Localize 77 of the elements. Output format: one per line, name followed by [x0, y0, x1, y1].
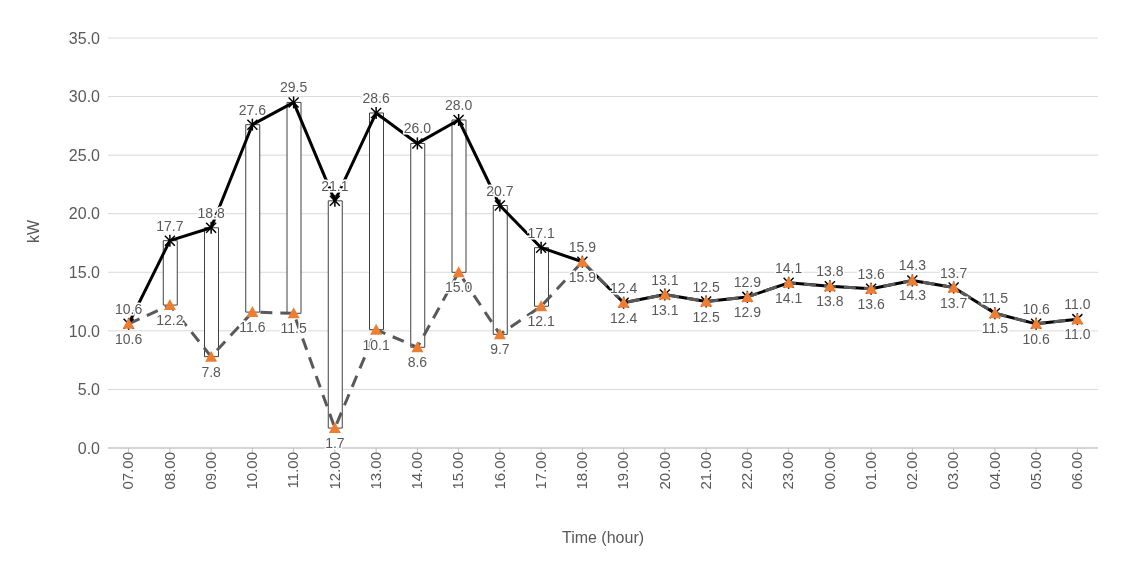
data-label: 15.0 — [445, 279, 473, 296]
x-tick-label: 00.00 — [820, 452, 838, 490]
data-label: 13.7 — [940, 264, 968, 281]
data-label: 11.0 — [1064, 296, 1091, 313]
data-label: 13.8 — [816, 263, 844, 280]
y-tick-label: 35.0 — [68, 29, 101, 47]
x-tick-label: 17.00 — [531, 452, 549, 490]
x-tick-label: 03.00 — [944, 452, 962, 490]
y-tick-label: 30.0 — [68, 88, 101, 106]
data-label: 9.7 — [490, 341, 510, 358]
x-tick-label: 11.00 — [284, 452, 302, 489]
data-label: 8.6 — [407, 354, 428, 371]
x-tick-label: 07.00 — [119, 452, 137, 490]
x-tick-label: 04.00 — [985, 452, 1003, 490]
data-label: 10.6 — [1022, 330, 1050, 347]
data-label: 28.6 — [362, 89, 390, 106]
data-label: 14.3 — [898, 287, 927, 304]
data-label: 17.7 — [156, 217, 184, 234]
data-label: 7.8 — [201, 363, 222, 380]
data-label: 13.6 — [857, 295, 885, 312]
data-label: 29.5 — [280, 79, 308, 96]
y-tick-label: 5.0 — [77, 381, 101, 399]
y-tick-label: 15.0 — [68, 263, 101, 281]
data-label: 12.5 — [692, 308, 720, 325]
x-tick-label: 18.00 — [573, 452, 591, 490]
x-tick-label: 14.00 — [408, 452, 426, 490]
data-label: 12.4 — [610, 309, 638, 326]
x-axis-title: Time (hour) — [561, 529, 645, 546]
data-label: 12.9 — [733, 273, 762, 290]
data-label: 12.9 — [733, 303, 762, 320]
data-label: 11.6 — [239, 319, 266, 336]
y-tick-label: 20.0 — [68, 205, 101, 223]
x-tick-label: 01.00 — [861, 452, 879, 490]
x-tick-label: 12.00 — [325, 452, 343, 490]
data-label: 1.7 — [325, 435, 345, 452]
y-tick-label: 10.0 — [68, 322, 101, 340]
data-label: 12.1 — [527, 313, 555, 330]
x-tick-label: 19.00 — [614, 452, 632, 490]
data-label: 17.1 — [527, 224, 555, 241]
x-tick-label: 16.00 — [490, 452, 508, 490]
data-label: 14.1 — [775, 259, 803, 276]
data-label: 15.9 — [568, 238, 597, 255]
data-label: 11.5 — [280, 320, 307, 337]
x-tick-label: 20.00 — [655, 452, 673, 490]
data-label: 11.5 — [981, 320, 1009, 337]
data-label: 27.6 — [238, 101, 267, 118]
data-label: 14.3 — [898, 257, 927, 274]
x-tick-label: 13.00 — [366, 452, 384, 490]
x-tick-label: 05.00 — [1026, 452, 1044, 490]
data-label: 13.8 — [816, 293, 844, 310]
data-label: 12.4 — [610, 279, 638, 296]
data-label: 10.6 — [1022, 300, 1050, 317]
data-label: 13.6 — [857, 265, 885, 282]
data-label: 10.6 — [115, 330, 143, 347]
data-label: 26.0 — [403, 120, 432, 137]
x-tick-label: 10.00 — [243, 452, 261, 490]
data-label: 13.1 — [651, 271, 679, 288]
y-tick-label: 0.0 — [77, 439, 101, 457]
x-tick-label: 09.00 — [201, 452, 219, 490]
x-tick-label: 23.00 — [779, 452, 797, 490]
x-tick-label: 06.00 — [1068, 452, 1086, 490]
data-label: 13.1 — [651, 301, 679, 318]
data-label: 12.2 — [156, 312, 184, 329]
data-label: 15.9 — [568, 268, 597, 285]
data-label: 11.0 — [1064, 326, 1091, 343]
y-tick-label: 25.0 — [68, 146, 101, 164]
data-label: 13.7 — [940, 294, 968, 311]
x-tick-label: 15.00 — [449, 452, 467, 490]
data-label: 28.0 — [445, 97, 473, 113]
data-label: 14.1 — [775, 289, 803, 306]
y-axis-title: kW — [24, 219, 42, 243]
x-tick-label: 08.00 — [160, 452, 178, 490]
x-tick-label: 22.00 — [738, 452, 756, 490]
x-tick-label: 21.00 — [696, 452, 714, 490]
data-label: 12.5 — [692, 278, 720, 295]
x-tick-label: 02.00 — [903, 452, 921, 490]
data-label: 11.5 — [981, 290, 1009, 307]
